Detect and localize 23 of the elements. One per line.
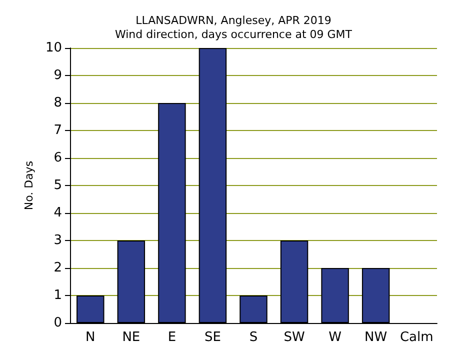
x-tick-label: SE bbox=[204, 330, 221, 345]
y-tick-label: 2 bbox=[54, 260, 62, 276]
x-tick-label: SW bbox=[284, 330, 305, 345]
y-tick-label: 4 bbox=[54, 206, 62, 220]
chart-title: LLANSADWRN, Anglesey, APR 2019 bbox=[136, 14, 332, 27]
x-tick-label: NW bbox=[364, 330, 388, 345]
chart-subtitle: Wind direction, days occurrence at 09 GMT bbox=[114, 28, 352, 41]
x-tick-label: Calm bbox=[400, 330, 434, 345]
y-tick-label: 7 bbox=[54, 123, 62, 138]
y-tick-label: 5 bbox=[54, 178, 62, 193]
y-tick-label: 0 bbox=[54, 316, 62, 330]
x-tick-label: W bbox=[328, 330, 342, 345]
x-tick-label: N bbox=[86, 330, 96, 345]
y-tick-label: 8 bbox=[54, 96, 62, 110]
y-tick-label: 6 bbox=[54, 150, 62, 166]
y-tick-label: 1 bbox=[54, 288, 62, 303]
y-tick-label: 9 bbox=[54, 68, 62, 83]
x-tick-label: E bbox=[168, 330, 176, 345]
x-tick-label: NE bbox=[122, 330, 140, 345]
y-tick-label: 10 bbox=[45, 40, 62, 56]
y-tick-label: 3 bbox=[54, 233, 62, 248]
x-tick-label: S bbox=[249, 330, 258, 345]
y-axis-title: No. Days bbox=[22, 160, 36, 210]
